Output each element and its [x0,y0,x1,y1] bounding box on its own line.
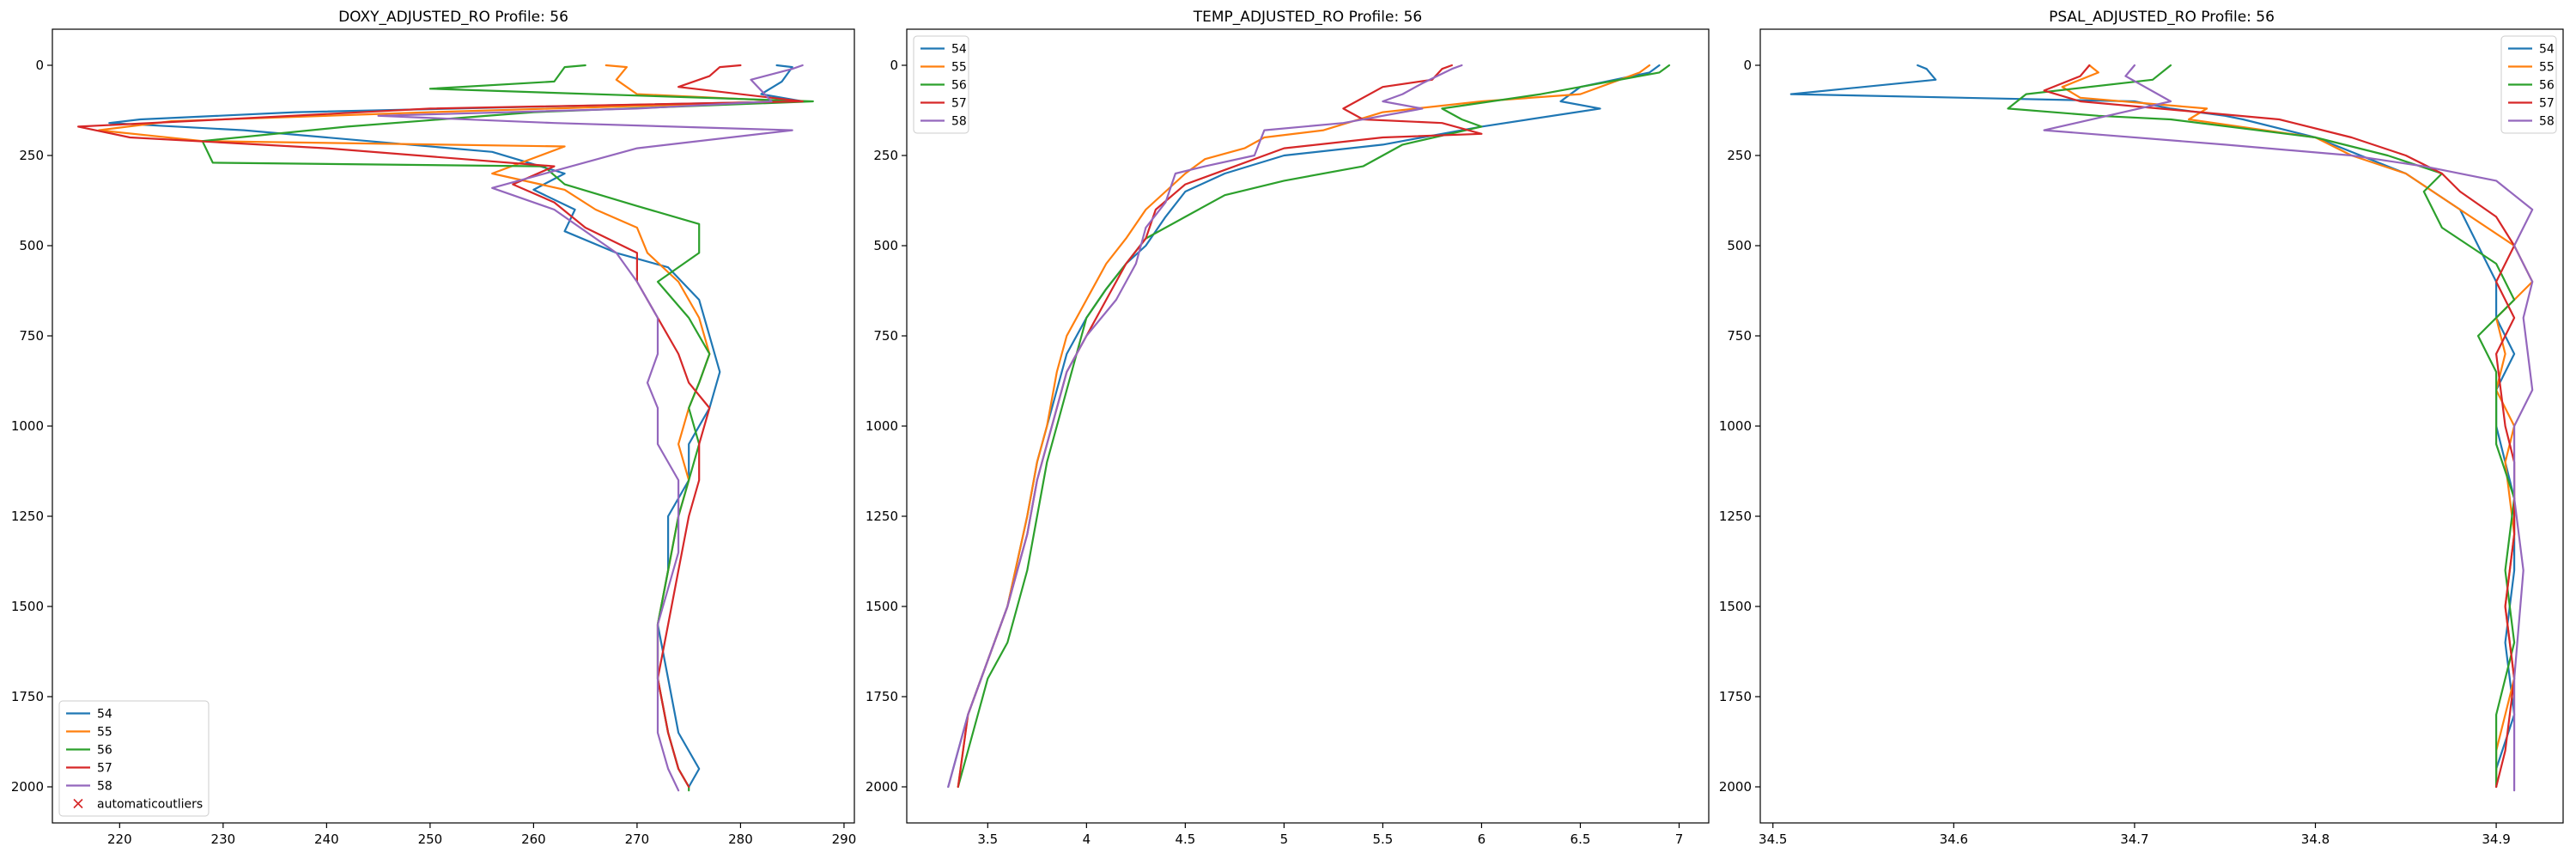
outlier-x-marker-icon [73,798,83,809]
temp-x-tick-label: 7 [1675,832,1684,847]
psal-legend-label: 58 [2539,115,2555,129]
doxy-legend: 54 55 56 57 58 automaticoutliers [58,700,210,817]
doxy-y-tick-label: 1500 [11,599,44,614]
doxy-y-tick-label: 500 [19,238,44,253]
doxy-profile-panel: DOXY_ADJUSTED_RO Profile: 56 220 230 240 25… [11,9,856,847]
temp-series-56-line [957,64,1671,789]
psal-series-56-line [2007,64,2516,789]
temp-series-57-line [957,64,1483,789]
doxy-series-54-line [108,64,804,789]
doxy-x-tick-label: 250 [418,832,443,847]
temp-panel-title: TEMP_ADJUSTED_RO Profile: 56 [1193,9,1422,26]
temp-y-tick-label: 1000 [866,418,898,434]
psal-legend-label: 54 [2539,43,2555,57]
doxy-legend-label: 57 [97,762,112,776]
psal-series-58-line [2043,64,2534,792]
doxy-panel-title: DOXY_ADJUSTED_RO Profile: 56 [338,9,568,26]
temp-profile-panel: TEMP_ADJUSTED_RO Profile: 56 3.5 4 4.5 5 5.5… [866,9,1710,847]
doxy-y-tick-label: 0 [35,58,44,73]
psal-y-tick-label: 1750 [1719,689,1752,704]
doxy-legend-label: 56 [97,744,112,758]
psal-y-tick-label: 1250 [1719,509,1752,524]
psal-profile-panel: PSAL_ADJUSTED_RO Profile: 56 34.5 34.6 34.… [1719,9,2564,847]
psal-x-tick-label: 34.6 [1940,832,1968,847]
psal-panel-title: PSAL_ADJUSTED_RO Profile: 56 [2049,9,2275,26]
doxy-x-tick-label: 260 [521,832,546,847]
doxy-legend-label: 58 [97,780,112,794]
temp-x-tick-label: 4.5 [1175,832,1195,847]
psal-x-tick-label: 34.7 [2120,832,2148,847]
doxy-series-58-line [377,64,804,792]
temp-y-tick-label: 750 [873,328,898,344]
doxy-y-tick-label: 1250 [11,509,44,524]
doxy-series-57-line [76,64,804,789]
temp-legend-label: 57 [951,97,967,111]
temp-y-tick-label: 250 [873,148,898,163]
psal-y-tick-label: 1500 [1719,599,1752,614]
temp-x-tick-label: 3.5 [977,832,998,847]
doxy-y-tick-label: 2000 [11,779,44,795]
temp-series-55-line [957,64,1651,789]
psal-y-tick-label: 500 [1727,238,1752,253]
doxy-x-tick-label: 230 [211,832,236,847]
temp-x-tick-label: 4 [1083,832,1091,847]
temp-legend-label: 55 [951,61,967,75]
doxy-legend-label: automaticoutliers [97,798,203,812]
temp-y-tick-label: 1250 [866,509,898,524]
temp-legend-label: 54 [951,43,967,57]
doxy-x-tick-label: 270 [625,832,650,847]
temp-series-54-line [947,64,1661,789]
doxy-x-tick-label: 220 [107,832,132,847]
doxy-y-tick-label: 1000 [11,418,44,434]
temp-y-tick-label: 0 [890,58,898,73]
doxy-legend-label: 55 [97,726,112,740]
temp-x-tick-label: 6.5 [1571,832,1591,847]
temp-legend-label: 56 [951,79,967,93]
doxy-series-56-line [201,64,814,792]
psal-axes-frame [1759,28,2564,824]
doxy-y-tick-label: 750 [19,328,44,344]
doxy-y-tick-label: 250 [19,148,44,163]
psal-x-tick-label: 34.8 [2301,832,2330,847]
temp-axes-frame [906,28,1710,824]
doxy-x-tick-label: 290 [832,832,857,847]
psal-legend-label: 56 [2539,79,2555,93]
temp-y-tick-label: 500 [873,238,898,253]
psal-y-tick-label: 750 [1727,328,1752,344]
psal-x-tick-label: 34.9 [2482,832,2510,847]
psal-series-57-line [2043,64,2516,789]
psal-legend-label: 57 [2539,97,2555,111]
psal-y-tick-label: 1000 [1719,418,1752,434]
temp-series-58-line [947,64,1463,789]
temp-y-tick-label: 2000 [866,779,898,795]
doxy-x-tick-label: 280 [728,832,753,847]
temp-legend-label: 58 [951,115,967,129]
temp-legend: 54 55 56 57 58 [913,35,969,134]
temp-y-tick-label: 1500 [866,599,898,614]
psal-y-tick-label: 0 [1743,58,1752,73]
temp-x-tick-label: 5.5 [1372,832,1393,847]
doxy-legend-label: 54 [97,708,112,722]
psal-legend: 54 55 56 57 58 [2500,35,2557,134]
doxy-series-55-line [98,64,793,789]
psal-x-tick-label: 34.5 [1759,832,1787,847]
psal-y-tick-label: 2000 [1719,779,1752,795]
temp-y-tick-label: 1750 [866,689,898,704]
psal-legend-label: 55 [2539,61,2555,75]
doxy-x-tick-label: 240 [314,832,339,847]
temp-x-tick-label: 6 [1478,832,1486,847]
doxy-y-tick-label: 1750 [11,689,44,704]
psal-y-tick-label: 250 [1727,148,1752,163]
temp-x-tick-label: 5 [1280,832,1289,847]
